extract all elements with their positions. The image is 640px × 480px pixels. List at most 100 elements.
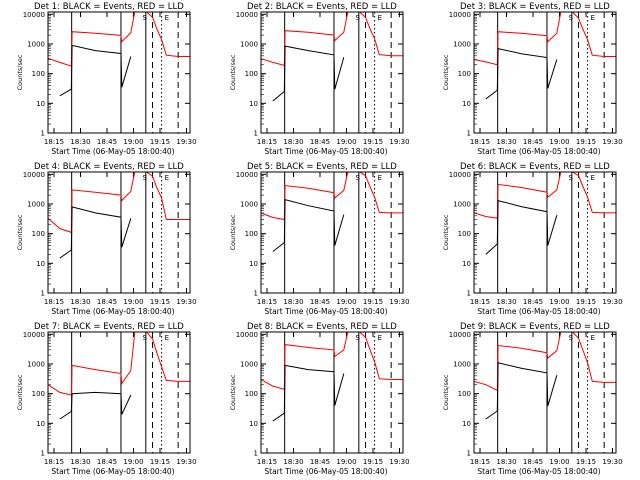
saa-end-marker: E	[378, 334, 382, 342]
panel-title: Det 5: BLACK = Events, RED = LLD	[247, 162, 397, 172]
x-axis-label: Start Time (06-May-05 18:00:40)	[477, 307, 600, 316]
y-axis-label: Counts/sec	[16, 214, 24, 250]
x-tick-label: 19:15	[363, 458, 383, 466]
y-tick-label: 1	[254, 290, 258, 298]
x-tick-label: 18:45	[523, 458, 543, 466]
x-tick-label: 19:30	[176, 458, 196, 466]
saa-end-marker: E	[591, 334, 595, 342]
y-tick-label: 10000	[449, 11, 471, 19]
x-tick-label: 18:45	[310, 298, 330, 306]
y-tick-label: 1	[41, 130, 45, 138]
y-tick-label: 10	[249, 420, 258, 428]
x-tick-label: 18:30	[496, 458, 516, 466]
x-tick-label: 18:30	[70, 298, 90, 306]
x-tick-label: 18:15	[257, 138, 277, 146]
y-tick-label: 100	[458, 70, 471, 78]
y-tick-label: 100	[245, 230, 258, 238]
x-tick-label: 18:15	[257, 298, 277, 306]
x-axis-label: Start Time (06-May-05 18:00:40)	[264, 147, 387, 156]
y-tick-label: 1000	[453, 361, 471, 369]
y-tick-label: 100	[32, 70, 45, 78]
y-tick-label: 100	[245, 70, 258, 78]
y-tick-label: 1000	[27, 361, 45, 369]
events-series-line	[272, 364, 345, 422]
x-axis-label: Start Time (06-May-05 18:00:40)	[477, 147, 600, 156]
plot-frame	[260, 331, 404, 454]
panel-title: Det 7: BLACK = Events, RED = LLD	[34, 322, 184, 332]
x-tick-label: 18:30	[283, 458, 303, 466]
saa-end-marker: E	[591, 14, 595, 22]
plot-frame	[473, 11, 617, 134]
y-tick-label: 10000	[236, 11, 258, 19]
saa-end-marker: E	[165, 174, 169, 182]
y-tick-label: 100	[32, 230, 45, 238]
panel-title: Det 3: BLACK = Events, RED = LLD	[460, 2, 610, 12]
x-tick-label: 18:30	[496, 138, 516, 146]
y-tick-label: 10000	[236, 331, 258, 339]
x-tick-label: 19:30	[389, 298, 409, 306]
plot-frame	[473, 331, 617, 454]
y-axis-label: Counts/sec	[229, 214, 237, 250]
x-tick-label: 18:15	[470, 138, 490, 146]
y-tick-label: 10	[36, 420, 45, 428]
y-tick-label: 100	[32, 390, 45, 398]
x-tick-label: 19:30	[389, 138, 409, 146]
x-tick-label: 18:30	[283, 298, 303, 306]
x-tick-label: 19:30	[602, 458, 622, 466]
events-series-line	[485, 47, 558, 100]
y-tick-label: 1	[467, 290, 471, 298]
y-tick-label: 10000	[23, 171, 45, 179]
x-tick-label: 18:15	[44, 138, 64, 146]
saa-start-marker: S	[143, 334, 148, 342]
saa-end-marker: E	[165, 334, 169, 342]
saa-start-marker: S	[356, 174, 361, 182]
plot-frame	[260, 171, 404, 294]
x-tick-label: 19:15	[576, 298, 596, 306]
x-tick-label: 19:00	[123, 298, 143, 306]
y-axis-label: Counts/sec	[229, 374, 237, 410]
y-axis-label: Counts/sec	[16, 54, 24, 90]
events-series-line	[485, 362, 558, 420]
x-tick-label: 18:45	[97, 298, 117, 306]
plot-frame	[47, 331, 191, 454]
y-tick-label: 10000	[449, 331, 471, 339]
y-tick-label: 1	[254, 130, 258, 138]
saa-end-marker: E	[165, 14, 169, 22]
x-tick-label: 18:15	[257, 458, 277, 466]
x-tick-label: 18:45	[97, 138, 117, 146]
x-tick-label: 19:15	[150, 298, 170, 306]
y-tick-label: 10	[462, 260, 471, 268]
saa-end-marker: E	[378, 14, 382, 22]
saa-start-marker: S	[143, 174, 148, 182]
y-tick-label: 10	[462, 100, 471, 108]
detector-panel: Det 3: BLACK = Events, RED = LLD 1 10 100 10…	[442, 2, 623, 156]
x-axis-label: Start Time (06-May-05 18:00:40)	[51, 467, 174, 476]
plot-frame	[260, 11, 404, 134]
x-tick-label: 19:30	[602, 138, 622, 146]
x-tick-label: 19:15	[363, 298, 383, 306]
x-tick-label: 19:30	[389, 458, 409, 466]
y-tick-label: 10000	[236, 171, 258, 179]
panel-title: Det 4: BLACK = Events, RED = LLD	[34, 162, 184, 172]
y-axis-label: Counts/sec	[442, 214, 450, 250]
events-series-line	[272, 45, 345, 102]
x-tick-label: 19:30	[176, 298, 196, 306]
panel-title: Det 1: BLACK = Events, RED = LLD	[34, 2, 184, 12]
detector-panel: Det 7: BLACK = Events, RED = LLD 1 10 100 10…	[16, 322, 197, 476]
saa-start-marker: S	[356, 334, 361, 342]
x-tick-label: 19:00	[123, 138, 143, 146]
y-tick-label: 10000	[23, 331, 45, 339]
detector-panel: Det 6: BLACK = Events, RED = LLD 1 10 100 10…	[442, 162, 623, 316]
detector-panel: Det 5: BLACK = Events, RED = LLD 1 10 100 10…	[229, 162, 410, 316]
x-tick-label: 19:15	[150, 138, 170, 146]
saa-start-marker: S	[143, 14, 148, 22]
y-tick-label: 10	[462, 420, 471, 428]
detector-panel: Det 9: BLACK = Events, RED = LLD 1 10 100 10…	[442, 322, 623, 476]
plot-frame	[473, 171, 617, 294]
y-tick-label: 1	[467, 450, 471, 458]
x-tick-label: 19:15	[576, 458, 596, 466]
x-tick-label: 19:00	[549, 458, 569, 466]
y-tick-label: 1	[254, 450, 258, 458]
y-tick-label: 10000	[449, 171, 471, 179]
x-tick-label: 19:30	[176, 138, 196, 146]
